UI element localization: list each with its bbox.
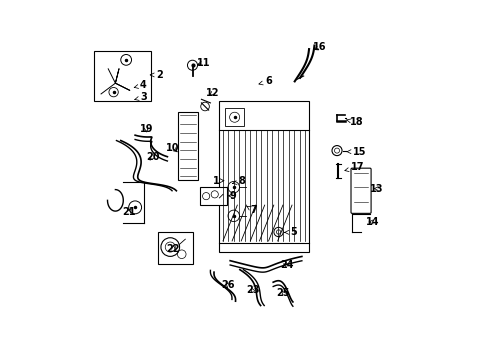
Bar (178, 112, 198, 180)
Text: 4: 4 (134, 80, 146, 90)
Text: 14: 14 (366, 217, 379, 227)
Bar (219, 101, 308, 252)
Text: 21: 21 (122, 207, 136, 217)
Text: 7: 7 (246, 206, 256, 216)
Text: 8: 8 (232, 176, 244, 186)
Text: 6: 6 (259, 76, 271, 86)
Text: 17: 17 (344, 162, 364, 172)
Text: 25: 25 (276, 288, 289, 298)
Text: 10: 10 (165, 143, 179, 153)
Text: 20: 20 (146, 152, 160, 162)
Text: 2: 2 (150, 70, 163, 80)
Text: 23: 23 (245, 285, 259, 296)
Text: 24: 24 (280, 260, 293, 270)
Text: 1: 1 (213, 176, 224, 186)
Text: 5: 5 (284, 228, 297, 237)
Bar (199, 187, 226, 205)
Text: 11: 11 (196, 58, 209, 68)
Text: 15: 15 (346, 147, 365, 157)
Text: 12: 12 (205, 88, 219, 98)
FancyBboxPatch shape (350, 168, 370, 213)
Text: 19: 19 (139, 124, 153, 134)
Text: 13: 13 (369, 184, 383, 194)
Text: 16: 16 (312, 42, 326, 52)
Text: 26: 26 (221, 280, 234, 290)
Bar (224, 108, 244, 126)
Text: 3: 3 (135, 92, 147, 102)
Text: 22: 22 (166, 244, 180, 254)
Text: 9: 9 (228, 191, 236, 201)
Text: 18: 18 (346, 117, 363, 127)
Bar (94, 51, 151, 101)
Bar (158, 232, 192, 264)
